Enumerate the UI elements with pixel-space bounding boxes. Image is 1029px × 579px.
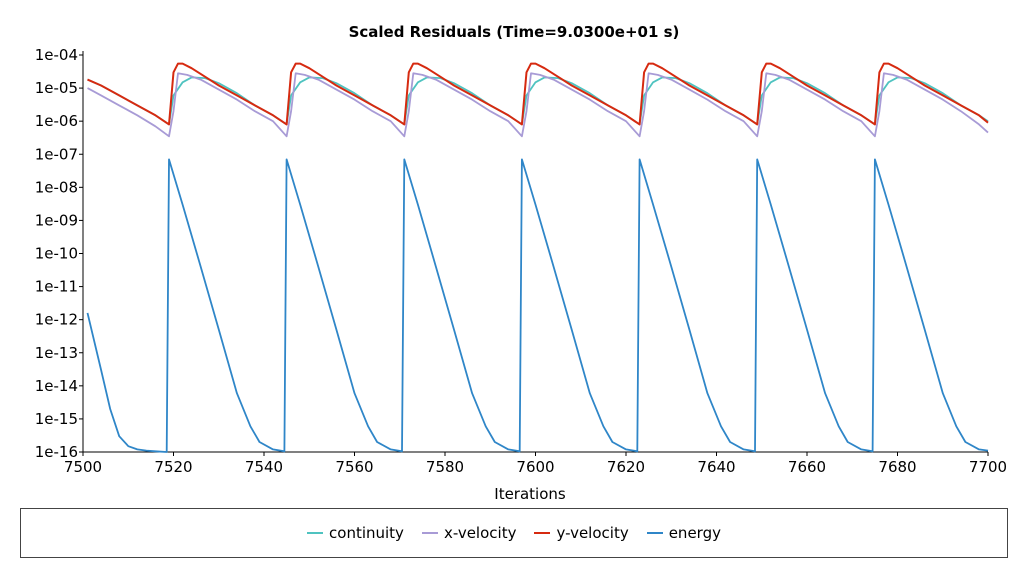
y-tick-label: 1e-10 <box>35 245 78 263</box>
x-tick-label: 7520 <box>154 458 192 476</box>
series-layer <box>86 62 989 453</box>
x-tick-label: 7680 <box>878 458 916 476</box>
series-line-x-velocity <box>87 72 989 138</box>
legend-item-x-velocity[interactable]: x-velocity <box>421 524 517 542</box>
x-tick-label: 7500 <box>64 458 102 476</box>
chart-title: Scaled Residuals (Time=9.0300e+01 s) <box>349 23 680 41</box>
y-tick-label: 1e-12 <box>35 311 78 329</box>
x-tick-label: 7600 <box>516 458 554 476</box>
x-tick-label: 7660 <box>788 458 826 476</box>
series-line-energy <box>86 158 989 453</box>
legend-swatch-x-velocity <box>421 532 438 534</box>
y-tick-label: 1e-04 <box>35 46 78 64</box>
y-tick-label: 1e-16 <box>35 443 78 461</box>
y-tick-label: 1e-05 <box>35 79 78 97</box>
legend-swatch-energy <box>646 532 663 534</box>
y-tick-label: 1e-06 <box>35 112 78 130</box>
legend: continuity x-velocity y-velocity energy <box>20 508 1008 558</box>
legend-swatch-y-velocity <box>534 532 551 534</box>
legend-item-y-velocity[interactable]: y-velocity <box>534 524 629 542</box>
x-tick-label: 7640 <box>697 458 735 476</box>
legend-label-energy: energy <box>668 524 721 542</box>
y-tick-label: 1e-07 <box>35 145 78 163</box>
legend-swatch-continuity <box>307 532 324 534</box>
legend-label-x-velocity: x-velocity <box>443 524 517 542</box>
x-tick-label: 7620 <box>607 458 645 476</box>
legend-label-continuity: continuity <box>329 524 404 542</box>
y-tick-label: 1e-08 <box>35 178 78 196</box>
x-tick-label: 7700 <box>969 458 1007 476</box>
residuals-chart: Scaled Residuals (Time=9.0300e+01 s) 1e-… <box>35 23 1007 503</box>
x-tick-label: 7540 <box>245 458 283 476</box>
series-line-y-velocity <box>87 62 989 126</box>
y-tick-label: 1e-13 <box>35 344 78 362</box>
x-tick-label: 7580 <box>426 458 464 476</box>
legend-item-continuity[interactable]: continuity <box>307 524 404 542</box>
legend-label-y-velocity: y-velocity <box>556 524 629 542</box>
x-tick-label: 7560 <box>335 458 373 476</box>
axes-layer: 1e-04 1e-05 1e-06 1e-07 1e-08 1e-09 1e-10 1e-11… <box>35 46 1007 476</box>
legend-item-energy[interactable]: energy <box>646 524 721 542</box>
y-tick-label: 1e-15 <box>35 410 78 428</box>
y-tick-label: 1e-11 <box>35 278 78 296</box>
x-axis-label: Iterations <box>494 485 566 503</box>
y-tick-label: 1e-09 <box>35 211 78 229</box>
y-tick-label: 1e-14 <box>35 377 78 395</box>
